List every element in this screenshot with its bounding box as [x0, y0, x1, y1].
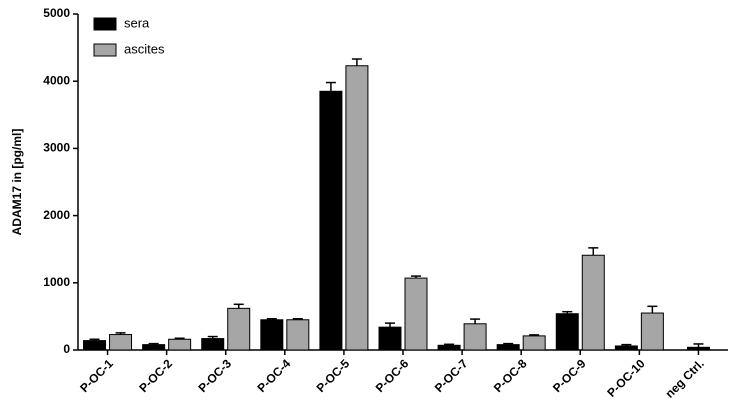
x-tick-label: P-OC-5: [314, 356, 353, 395]
x-tick-label: P-OC-1: [77, 356, 116, 395]
y-axis-label: ADAM17 in [pg/ml]: [10, 129, 24, 236]
x-tick-label: P-OC-6: [373, 356, 412, 395]
bar: [201, 338, 225, 351]
y-tick-label: 3000: [43, 141, 70, 155]
legend-label: sera: [124, 15, 150, 30]
bar: [345, 65, 369, 351]
x-tick-label: P-OC-3: [195, 356, 234, 395]
legend-label: ascites: [124, 41, 165, 56]
bar: [581, 254, 605, 351]
bar: [319, 90, 343, 351]
x-tick-label: neg Ctrl.: [663, 356, 707, 400]
x-tick-label: P-OC-10: [604, 356, 648, 400]
bar: [286, 319, 310, 351]
y-tick-label: 5000: [43, 6, 70, 20]
y-tick-label: 1000: [43, 275, 70, 289]
bar: [378, 326, 402, 351]
bar: [109, 334, 133, 351]
bar: [83, 340, 107, 351]
bar: [260, 319, 284, 351]
bar: [640, 312, 664, 351]
bar: [522, 335, 546, 351]
x-tick-label: P-OC-4: [255, 356, 294, 395]
x-tick-label: P-OC-9: [550, 356, 589, 395]
y-tick-label: 4000: [43, 73, 70, 87]
y-tick-label: 2000: [43, 208, 70, 222]
bar: [463, 323, 487, 351]
bar: [404, 277, 428, 351]
bar: [227, 307, 251, 351]
x-tick-label: P-OC-8: [491, 356, 530, 395]
bar: [496, 344, 520, 351]
legend-swatch: [93, 43, 117, 57]
bar: [614, 345, 638, 351]
bar: [686, 346, 710, 351]
bar: [555, 313, 579, 351]
bar: [142, 344, 166, 351]
bar: [437, 344, 461, 351]
legend-swatch: [93, 17, 117, 31]
bar: [168, 338, 192, 351]
x-tick-label: P-OC-2: [136, 356, 175, 395]
y-tick-label: 0: [63, 342, 70, 356]
x-tick-label: P-OC-7: [432, 356, 471, 395]
